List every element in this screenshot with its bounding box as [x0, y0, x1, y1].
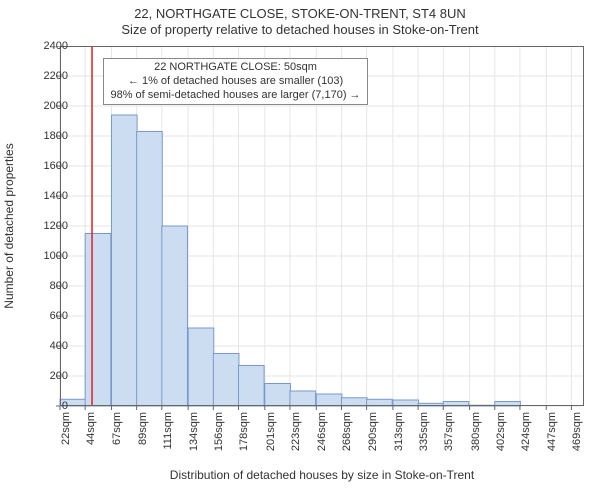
- x-tick-label: 246sqm: [316, 412, 328, 472]
- y-tick-label: 1800: [12, 130, 72, 142]
- x-tick-label: 44sqm: [85, 412, 97, 472]
- x-tick-label: 89sqm: [137, 412, 149, 472]
- y-tick-label: 1400: [12, 190, 72, 202]
- x-tick-label: 290sqm: [367, 412, 379, 472]
- x-tick-label: 469sqm: [571, 412, 583, 472]
- x-tick-label: 111sqm: [162, 412, 174, 472]
- x-tick-label: 424sqm: [520, 412, 532, 472]
- y-tick-label: 400: [12, 340, 72, 352]
- x-tick-label: 447sqm: [546, 412, 558, 472]
- x-axis-label: Distribution of detached houses by size …: [60, 468, 584, 482]
- y-tick-label: 2200: [12, 70, 72, 82]
- annotation-line-2: ← 1% of detached houses are smaller (103…: [110, 75, 360, 89]
- y-tick-label: 200: [12, 370, 72, 382]
- y-tick-label: 2000: [12, 100, 72, 112]
- x-tick-label: 134sqm: [188, 412, 200, 472]
- y-tick-label: 1200: [12, 220, 72, 232]
- property-size-chart: 22, NORTHGATE CLOSE, STOKE-ON-TRENT, ST4…: [0, 0, 600, 500]
- y-tick-label: 1000: [12, 250, 72, 262]
- x-tick-label: 67sqm: [111, 412, 123, 472]
- property-annotation-box: 22 NORTHGATE CLOSE: 50sqm ← 1% of detach…: [103, 58, 367, 105]
- x-tick-label: 156sqm: [213, 412, 225, 472]
- x-tick-label: 268sqm: [341, 412, 353, 472]
- x-tick-label: 201sqm: [265, 412, 277, 472]
- chart-title-block: 22, NORTHGATE CLOSE, STOKE-ON-TRENT, ST4…: [0, 0, 600, 39]
- y-tick-label: 0: [12, 400, 72, 412]
- y-tick-label: 800: [12, 280, 72, 292]
- chart-subtitle: Size of property relative to detached ho…: [0, 22, 600, 38]
- x-tick-label: 313sqm: [393, 412, 405, 472]
- x-tick-label: 402sqm: [495, 412, 507, 472]
- x-tick-label: 335sqm: [418, 412, 430, 472]
- y-tick-label: 1600: [12, 160, 72, 172]
- y-tick-label: 600: [12, 310, 72, 322]
- x-tick-label: 223sqm: [290, 412, 302, 472]
- y-tick-label: 2400: [12, 40, 72, 52]
- x-tick-label: 22sqm: [60, 412, 72, 472]
- x-tick-label: 380sqm: [470, 412, 482, 472]
- annotation-line-1: 22 NORTHGATE CLOSE: 50sqm: [110, 61, 360, 75]
- x-tick-label: 178sqm: [238, 412, 250, 472]
- x-tick-label: 357sqm: [443, 412, 455, 472]
- chart-address-line: 22, NORTHGATE CLOSE, STOKE-ON-TRENT, ST4…: [0, 6, 600, 22]
- annotation-line-3: 98% of semi-detached houses are larger (…: [110, 89, 360, 103]
